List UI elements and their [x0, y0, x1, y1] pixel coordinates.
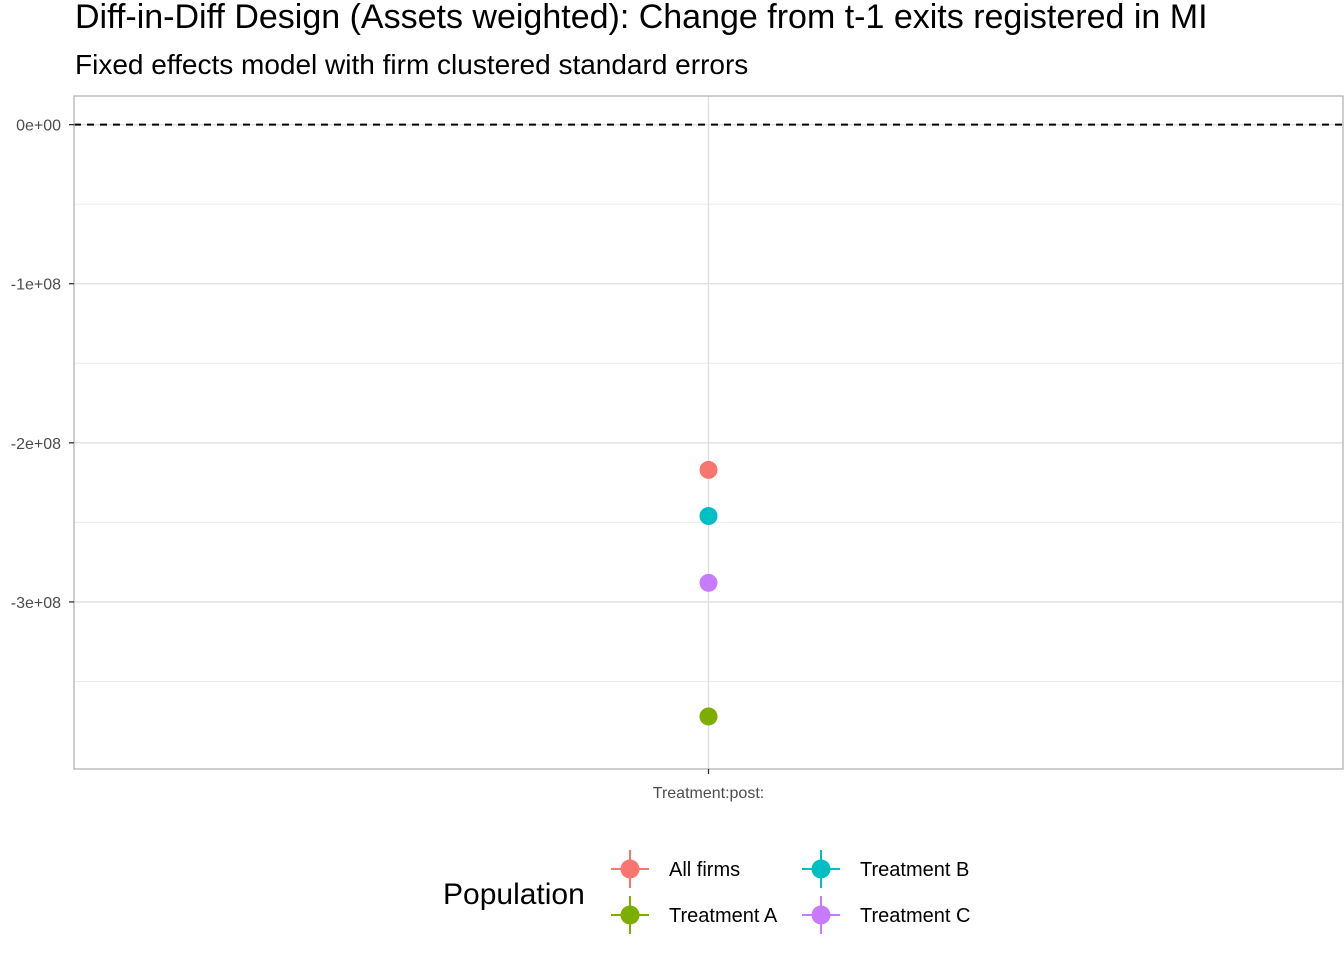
chart-subtitle: Fixed effects model with firm clustered … — [75, 49, 748, 80]
y-tick-label: -3e+08 — [11, 595, 61, 612]
legend-item: Treatment C — [802, 896, 970, 934]
legend-key-point — [620, 859, 640, 879]
legend-item: All firms — [611, 850, 740, 888]
point-all-firms — [699, 460, 718, 479]
legend-key-point — [811, 905, 831, 925]
legend-key-point — [811, 859, 831, 879]
x-tick-label: Treatment:post: — [653, 785, 764, 802]
legend-item: Treatment B — [802, 850, 969, 888]
legend-label: All firms — [669, 859, 740, 881]
legend-title: Population — [443, 878, 585, 911]
point-treatment-c — [699, 573, 718, 592]
legend-item: Treatment A — [611, 896, 778, 934]
data-points — [699, 460, 718, 726]
legend-label: Treatment C — [860, 905, 970, 927]
y-tick-label: -1e+08 — [11, 277, 61, 294]
legend: Population All firms Treatment A Treatment … — [443, 850, 970, 934]
y-axis: 0e+00 -1e+08 -2e+08 -3e+08 — [11, 118, 74, 612]
point-treatment-b — [699, 507, 718, 526]
point-treatment-a — [699, 707, 718, 726]
y-tick-label: 0e+00 — [16, 118, 61, 135]
chart-title: Diff-in-Diff Design (Assets weighted): C… — [75, 0, 1208, 36]
x-axis: Treatment:post: — [653, 769, 764, 802]
legend-label: Treatment A — [669, 905, 778, 927]
legend-label: Treatment B — [860, 859, 969, 881]
y-tick-label: -2e+08 — [11, 436, 61, 453]
legend-key-point — [620, 905, 640, 925]
plot-panel — [73, 95, 1344, 770]
